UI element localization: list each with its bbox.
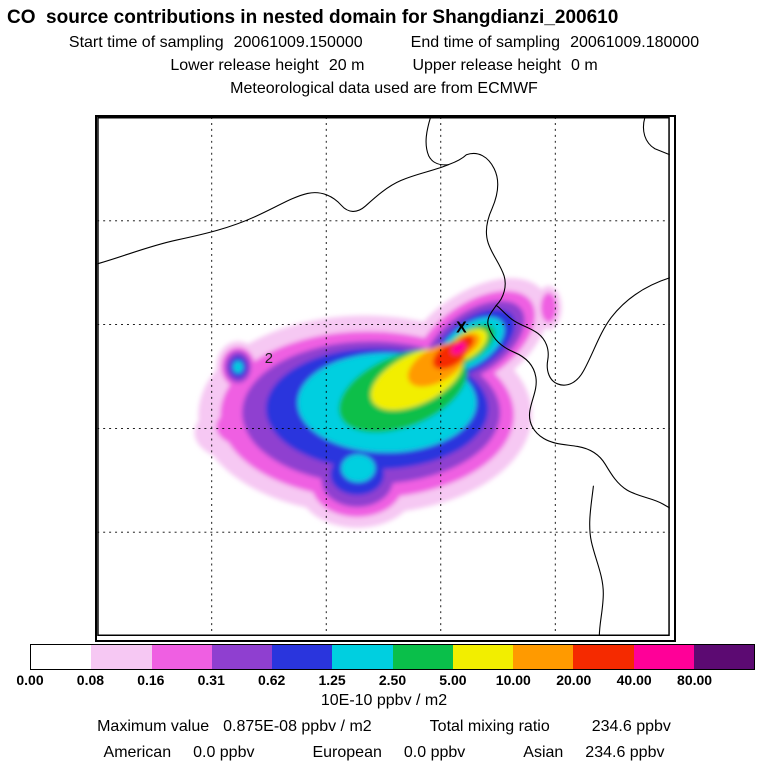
start-time-value: 20061009.150000: [233, 34, 363, 51]
colorbar-cell: [693, 645, 754, 669]
total-mixing-ratio-label: Total mixing ratio: [429, 718, 550, 735]
colorbar-tick: 5.00: [439, 672, 467, 688]
colorbar-tick: 0.16: [137, 672, 165, 688]
start-time-group: Start time of sampling 20061009.150000: [69, 32, 363, 53]
grid-lines: [97, 117, 670, 636]
colorbar-tick: 0.00: [16, 672, 44, 688]
colorbar-cell: [211, 645, 272, 669]
end-time-group: End time of sampling 20061009.180000: [411, 32, 699, 53]
lower-release-value: 20 m: [328, 57, 365, 74]
colorbar-cell: [513, 645, 574, 669]
header: CO source contributions in nested domain…: [0, 0, 768, 99]
northern-border-line: [97, 152, 506, 307]
max-value-label: Maximum value: [97, 718, 210, 735]
upper-release-group: Upper release height 0 m: [412, 55, 597, 76]
map-frame: [97, 117, 670, 636]
colorbar-cell: [392, 645, 453, 669]
source-marker-label: 2: [265, 351, 273, 367]
colorbar-tick: 2.50: [378, 672, 407, 688]
contribution-asian: Asian 234.6 ppbv: [523, 744, 664, 762]
colorbar-tick: 80.00: [677, 672, 713, 688]
colorbar: 0.00 0.08 0.16 0.31 0.62 1.25 2.50 5.00 …: [16, 644, 755, 691]
colorbar-tick: 1.25: [318, 672, 346, 688]
region-value: 0.0 ppbv: [193, 744, 255, 761]
regional-contributions-line: American 0.0 ppbv European 0.0 ppbv Asia…: [0, 744, 768, 762]
page-title: CO source contributions in nested domain…: [7, 7, 619, 28]
contribution-american: American 0.0 ppbv: [104, 744, 255, 762]
lower-release-label: Lower release height: [170, 57, 319, 74]
colorbar-cell: [452, 645, 513, 669]
topright-coast-line: [642, 117, 670, 156]
bohai-coastline: [487, 324, 670, 509]
liaodong-coastline: [487, 277, 670, 386]
plume-level-10: [451, 342, 466, 355]
colorbar-tick: 10.00: [495, 672, 531, 688]
contribution-european: European 0.0 ppbv: [312, 744, 465, 762]
met-data-line: Meteorological data used are from ECMWF: [230, 80, 538, 97]
region-value: 234.6 ppbv: [585, 744, 665, 761]
colorbar-ticks: 0.00 0.08 0.16 0.31 0.62 1.25 2.50 5.00 …: [16, 672, 755, 691]
colorbar-tick: 0.62: [258, 672, 286, 688]
upper-release-label: Upper release height: [412, 57, 561, 74]
region-name: European: [312, 744, 382, 761]
colorbar-tick: 40.00: [616, 672, 652, 688]
coastlines: [97, 117, 670, 636]
plume-layers: [194, 278, 562, 528]
colorbar-cell: [332, 645, 393, 669]
colorbar-tick: 0.31: [197, 672, 225, 688]
coast-branch-south: [589, 485, 604, 636]
colorbar-units: 10E-10 ppbv / m2: [320, 692, 448, 709]
colorbar-gradient: [30, 644, 755, 670]
colorbar-cell: [633, 645, 694, 669]
colorbar-cell: [151, 645, 212, 669]
colorbar-cell: [31, 645, 92, 669]
region-value: 0.0 ppbv: [403, 744, 466, 761]
map-canvas: 2 X: [97, 117, 670, 636]
map-panel: 2 X: [95, 115, 676, 642]
colorbar-tick: 0.08: [76, 672, 105, 688]
colorbar-tick: 20.00: [556, 672, 592, 688]
total-mixing-ratio-value: 234.6 ppbv: [591, 718, 671, 735]
release-heights-line: Lower release height 20 m Upper release …: [0, 55, 768, 76]
max-value: 0.875E-08 ppbv / m2: [223, 718, 372, 735]
colorbar-cell: [91, 645, 152, 669]
receptor-marker: X: [456, 319, 467, 336]
upper-release-value: 0 m: [571, 57, 598, 74]
end-time-value: 20061009.180000: [570, 34, 700, 51]
start-time-label: Start time of sampling: [68, 34, 224, 51]
end-time-label: End time of sampling: [410, 34, 561, 51]
sampling-times-line: Start time of sampling 20061009.150000 E…: [0, 32, 768, 53]
lower-release-group: Lower release height 20 m: [170, 55, 364, 76]
region-name: Asian: [523, 744, 564, 761]
colorbar-cell: [573, 645, 634, 669]
stats-line: Maximum value 0.875E-08 ppbv / m2 Total …: [0, 718, 768, 736]
border-branch: [425, 117, 450, 166]
region-name: American: [103, 744, 172, 761]
colorbar-cell: [272, 645, 333, 669]
